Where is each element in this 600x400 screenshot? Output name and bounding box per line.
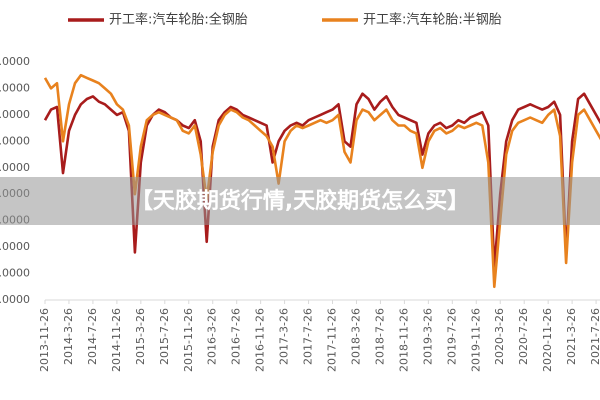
y-tick-label: 20.0000 — [0, 240, 30, 253]
x-tick-label: 2019-3-26 — [421, 308, 434, 365]
y-tick-label: 90.0000 — [0, 55, 30, 68]
legend-label: 开工率:汽车轮胎:半钢胎 — [363, 12, 502, 28]
y-tick-label: 60.0000 — [0, 134, 30, 147]
y-tick-label: 80.0000 — [0, 81, 30, 94]
x-tick-label: 2020-3-26 — [493, 308, 506, 365]
x-tick-label: 2017-3-26 — [278, 308, 291, 365]
y-tick-label: 0.0000 — [0, 293, 30, 306]
x-tick-label: 2019-7-26 — [445, 308, 458, 365]
y-tick-label: 10.0000 — [0, 267, 30, 280]
x-tick-label: 2020-11-26 — [541, 308, 554, 372]
x-tick-label: 2015-3-26 — [134, 308, 147, 365]
banner — [0, 177, 600, 225]
y-tick-label: 70.0000 — [0, 108, 30, 121]
x-tick-label: 2018-11-26 — [397, 308, 410, 372]
banner-text: 【天胶期货行情,天胶期货怎么买】 — [131, 188, 469, 214]
x-tick-label: 2015-11-26 — [182, 308, 195, 372]
x-tick-label: 2016-3-26 — [206, 308, 219, 365]
x-tick-label: 2020-7-26 — [517, 308, 530, 365]
x-tick-label: 2019-11-26 — [469, 308, 482, 372]
x-tick-label: 2016-7-26 — [230, 308, 243, 365]
x-tick-label: 2016-11-26 — [254, 308, 267, 372]
x-tick-label: 2014-3-26 — [62, 308, 75, 365]
series-line — [43, 73, 600, 289]
y-tick-label: 50.0000 — [0, 161, 30, 174]
x-tick-label: 2021-7-26 — [589, 308, 600, 365]
x-tick-label: 2013-11-26 — [38, 308, 51, 372]
x-tick-label: 2014-11-26 — [110, 308, 123, 372]
x-tick-label: 2017-7-26 — [302, 308, 315, 365]
x-tick-label: 2018-3-26 — [349, 308, 362, 365]
x-tick-label: 2017-11-26 — [326, 308, 339, 372]
x-tick-label: 2015-7-26 — [158, 308, 171, 365]
x-tick-label: 2014-7-26 — [86, 308, 99, 365]
legend-label: 开工率:汽车轮胎:全钢胎 — [109, 12, 248, 28]
x-tick-label: 2018-7-26 — [373, 308, 386, 365]
x-tick-label: 2021-3-26 — [565, 308, 578, 365]
